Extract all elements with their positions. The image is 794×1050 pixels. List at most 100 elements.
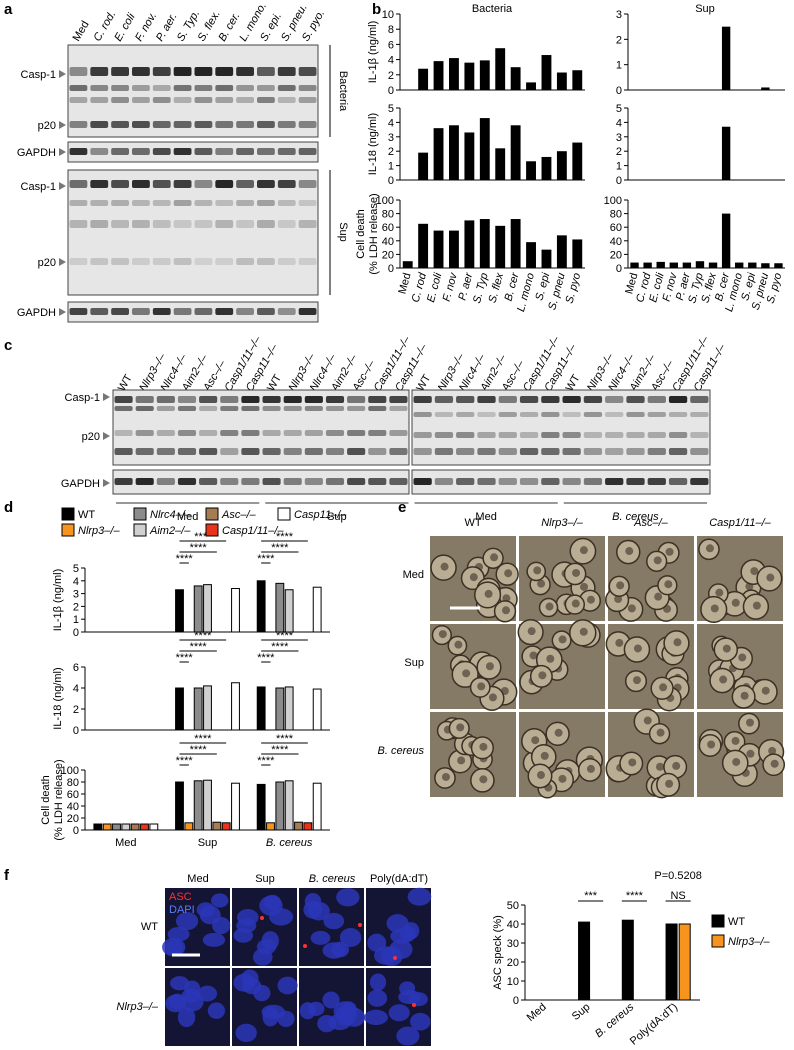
blot-band — [325, 430, 345, 436]
blot-band — [562, 432, 581, 438]
blot-band — [177, 448, 197, 455]
blot-band — [156, 448, 175, 455]
significance-label: **** — [194, 733, 212, 745]
blot-band — [132, 85, 150, 91]
cell-core — [653, 556, 662, 565]
blot-band — [277, 148, 296, 155]
significance-label: **** — [257, 652, 275, 664]
arrowhead — [59, 148, 66, 156]
cell-core — [540, 751, 549, 760]
blot-band — [90, 200, 109, 206]
blot-band — [277, 97, 296, 103]
blot-band — [156, 430, 175, 436]
blot-band — [325, 448, 345, 455]
blot-band — [215, 121, 234, 128]
nucleus — [398, 990, 422, 1005]
cell-core — [614, 595, 623, 604]
bar — [312, 586, 322, 633]
blot-band — [215, 308, 234, 315]
column-header: Nlrp3–/– — [541, 517, 583, 529]
blot-band — [236, 121, 254, 128]
blot-band — [541, 432, 560, 438]
cell-core — [752, 601, 761, 610]
cell-core — [656, 728, 665, 737]
nucleus — [328, 1013, 352, 1031]
cell-core — [479, 742, 488, 751]
bar — [418, 68, 429, 90]
y-tick-label: 3 — [388, 132, 394, 144]
blot-band — [562, 396, 581, 403]
blot-band — [215, 97, 234, 103]
blot-band — [236, 97, 254, 103]
blot-band — [220, 406, 239, 411]
y-tick-label: 0 — [73, 725, 79, 737]
bar — [275, 582, 285, 633]
blot-band — [241, 478, 260, 485]
cell-core — [665, 779, 674, 788]
blot-band — [69, 258, 88, 265]
blot-band — [220, 396, 239, 403]
blot-band — [69, 180, 88, 188]
blot-band — [277, 258, 296, 265]
subtitle: P=0.5208 — [654, 870, 701, 882]
cell-core — [615, 638, 624, 647]
blot-band — [257, 308, 275, 315]
y-tick-label: 40 — [382, 236, 394, 248]
blot-band — [111, 97, 129, 103]
bar — [735, 262, 744, 268]
cell-core — [654, 592, 663, 601]
blot-band — [173, 97, 192, 103]
bar — [275, 687, 285, 731]
band-label: GAPDH — [17, 147, 56, 159]
blot-band — [194, 85, 213, 91]
blot-band — [215, 180, 234, 188]
nucleus — [167, 926, 190, 942]
y-tick-label: 60 — [67, 789, 79, 801]
bar — [449, 230, 459, 268]
blot-band — [283, 478, 302, 485]
blot-band — [236, 220, 254, 228]
bar — [418, 223, 429, 268]
bar — [495, 148, 506, 180]
cell-core — [462, 669, 471, 678]
blot-band — [114, 478, 133, 485]
group-label: Sup — [327, 511, 347, 523]
lane-label: Med — [71, 19, 92, 44]
bar — [175, 687, 184, 731]
row-label: WT — [141, 921, 158, 933]
blot-band — [194, 97, 213, 103]
blot-band — [298, 121, 317, 128]
blot-band — [690, 432, 709, 438]
legend-swatch — [711, 934, 725, 948]
cell-core — [536, 771, 545, 780]
bar — [256, 686, 266, 731]
legend-swatch — [133, 507, 147, 521]
blot-band — [194, 220, 213, 228]
blot-band — [413, 432, 432, 438]
blot-band — [668, 448, 688, 455]
bar — [556, 72, 567, 90]
blot-band — [605, 478, 624, 485]
bar — [184, 822, 194, 831]
y-tick-label: 40 — [67, 801, 79, 813]
blot-band — [194, 180, 213, 188]
blot-band — [690, 396, 709, 403]
nucleus — [388, 1004, 410, 1022]
nucleus — [389, 939, 413, 960]
blot-band — [257, 220, 275, 228]
bar — [721, 213, 731, 268]
nucleus — [184, 980, 201, 996]
blot-band — [626, 448, 645, 455]
nucleus — [367, 933, 387, 952]
cell-core — [533, 566, 542, 575]
y-tick-label: 40 — [507, 919, 519, 931]
band-label: Casp-1 — [21, 69, 56, 81]
blot-band — [156, 396, 175, 403]
blot-band — [347, 430, 366, 436]
cell-core — [502, 606, 511, 615]
y-axis-label: ASC speck (%) — [492, 915, 504, 990]
y-tick-label: 60 — [610, 222, 622, 234]
nucleus — [202, 932, 226, 947]
y-tick-label: 5 — [73, 563, 79, 575]
arrowhead — [59, 308, 66, 316]
